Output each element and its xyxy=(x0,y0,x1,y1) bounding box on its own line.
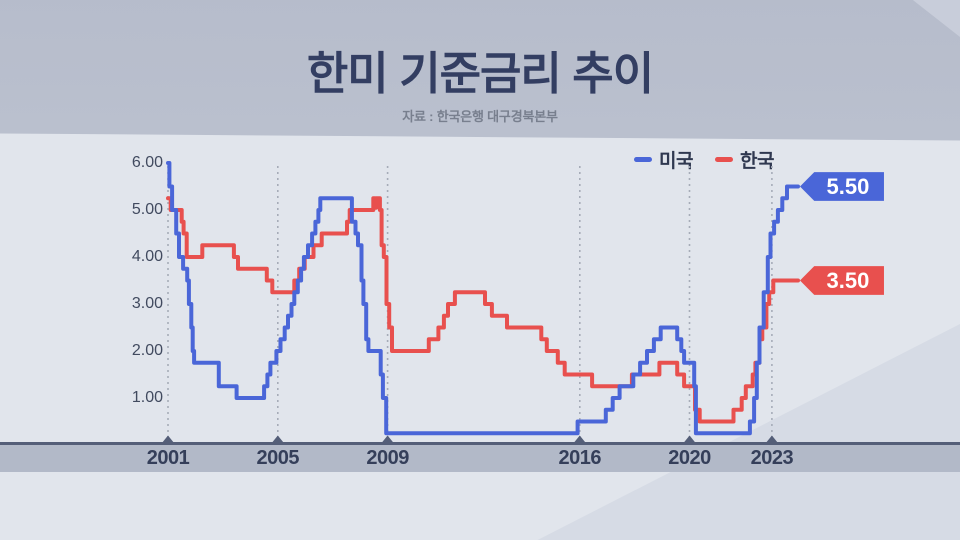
axis-tick-markers xyxy=(161,435,779,444)
x-axis-label-2001: 2001 xyxy=(146,447,190,469)
y-axis-label-1.00: 1.00 xyxy=(131,389,163,406)
chart-legend: 미국 한국 xyxy=(634,146,774,173)
korea-current-rate-badge: 3.50 xyxy=(799,266,884,295)
source-caption: 자료 : 한국은행 대구경북본부 xyxy=(402,109,558,124)
y-axis-label-4.00: 4.00 xyxy=(131,248,163,265)
us-current-rate-badge: 5.50 xyxy=(799,172,884,201)
y-axis-label-5.00: 5.00 xyxy=(131,201,163,218)
tick-marker-2020 xyxy=(683,435,697,444)
korea-line-swatch xyxy=(714,157,733,162)
legend-item-us: 미국 xyxy=(634,146,693,173)
x-axis-label-2016: 2016 xyxy=(558,447,602,469)
x-axis-label-2023: 2023 xyxy=(750,447,794,469)
page-title: 한미 기준금리 추이 xyxy=(306,48,654,99)
y-axis-label-2.00: 2.00 xyxy=(131,342,163,359)
x-axis-label-2009: 2009 xyxy=(366,447,409,469)
y-axis-label-3.00: 3.00 xyxy=(131,295,163,312)
x-axis-label-2020: 2020 xyxy=(668,447,711,469)
tick-marker-2016 xyxy=(573,435,587,444)
us-line-swatch xyxy=(634,157,652,162)
gridlines xyxy=(167,166,773,441)
tick-marker-2001 xyxy=(161,435,175,444)
us-current-rate-value: 5.50 xyxy=(826,173,870,199)
tick-marker-2009 xyxy=(381,435,395,444)
legend-label-us: 미국 xyxy=(659,151,693,172)
y-axis-label-6.00: 6.00 xyxy=(131,154,163,171)
us-rate-line xyxy=(166,161,800,436)
korea-rate-line xyxy=(166,196,800,424)
tick-marker-2005 xyxy=(271,435,285,444)
legend-item-korea: 한국 xyxy=(714,146,774,173)
legend-label-korea: 한국 xyxy=(739,151,774,172)
x-axis-band xyxy=(0,442,960,472)
korea-current-rate-value: 3.50 xyxy=(826,267,870,293)
x-axis-label-2005: 2005 xyxy=(256,447,300,469)
tick-marker-2023 xyxy=(765,435,779,444)
